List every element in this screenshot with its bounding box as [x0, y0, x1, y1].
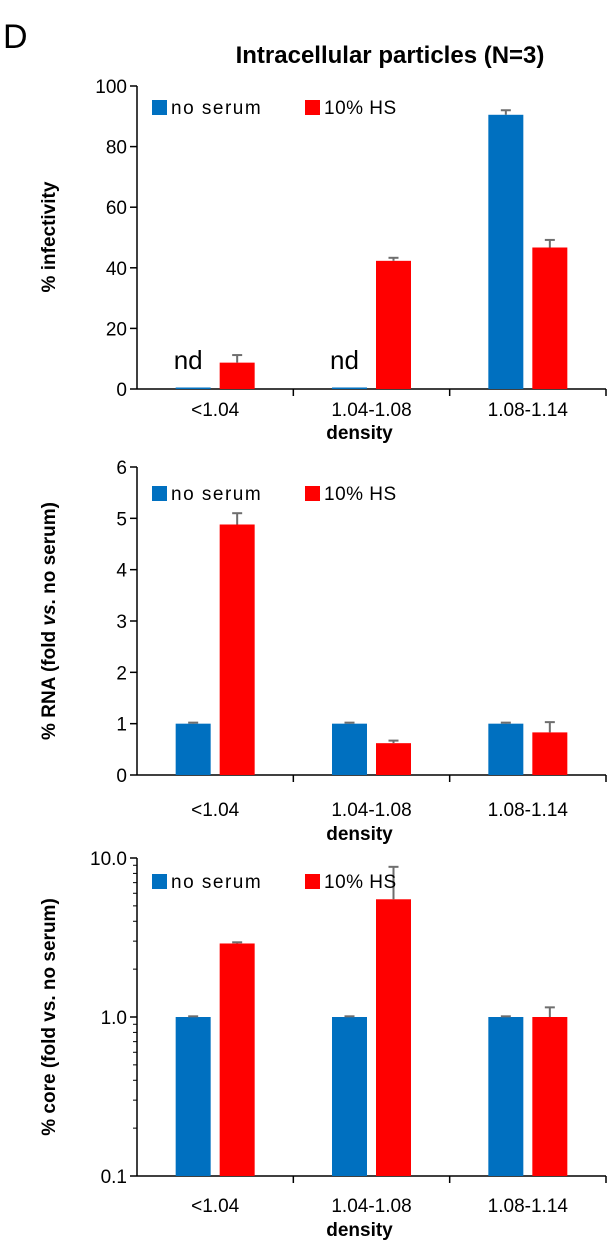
- bar-hs: [376, 899, 411, 1176]
- x-tick-label: <1.04: [191, 1196, 240, 1217]
- x-axis-title: density: [326, 824, 393, 845]
- y-tick-label: 100: [95, 77, 127, 98]
- bar-hs: [219, 362, 255, 389]
- y-axis-title: % RNA (fold vs. no serum): [39, 502, 60, 740]
- y-tick-label: 0: [116, 380, 127, 401]
- x-axis-title: density: [326, 1220, 393, 1241]
- bar-hs: [219, 524, 255, 775]
- bar-no-serum: [175, 387, 211, 389]
- bar-no-serum: [175, 1017, 211, 1176]
- legend-swatch-hs: [305, 100, 320, 115]
- y-tick-label: 1.0: [101, 1008, 127, 1029]
- chart-panel-2: 0 1 2 3 4 5 6 <1.04 1.04-1.08 1.08-1.14 no serum 10…: [39, 458, 607, 845]
- y-tick-label: 5: [116, 509, 127, 530]
- bar-no-serum: [488, 723, 524, 775]
- bar-hs: [532, 247, 568, 389]
- legend-swatch-hs: [305, 486, 320, 501]
- y-tick-label: 10.0: [90, 849, 127, 870]
- bar-no-serum: [332, 387, 367, 389]
- legend-label: 10% HS: [324, 872, 397, 893]
- x-tick-label: <1.04: [191, 400, 240, 421]
- x-tick-label: 1.08-1.14: [488, 400, 569, 421]
- x-axis-title: density: [326, 423, 393, 444]
- legend-swatch-hs: [305, 874, 320, 889]
- y-tick-label: 0.1: [101, 1167, 127, 1188]
- bar-hs: [532, 732, 568, 775]
- x-tick-label: 1.08-1.14: [488, 1196, 569, 1217]
- annotation-nd: nd: [174, 345, 203, 375]
- legend-label: no serum: [171, 98, 262, 119]
- bar-no-serum: [175, 723, 211, 775]
- y-tick-label: 4: [116, 561, 127, 582]
- x-tick-label: <1.04: [191, 800, 240, 821]
- x-tick-label: 1.04-1.08: [331, 400, 411, 421]
- bar-no-serum: [332, 723, 367, 775]
- bar-no-serum: [332, 1017, 367, 1176]
- annotation-nd: nd: [330, 345, 359, 375]
- legend-swatch-no-serum: [152, 100, 167, 115]
- x-tick-label: 1.04-1.08: [331, 1196, 411, 1217]
- y-tick-label: 1: [116, 715, 127, 736]
- legend-swatch-no-serum: [152, 486, 167, 501]
- y-tick-label: 60: [106, 198, 127, 219]
- x-tick-label: 1.08-1.14: [488, 800, 569, 821]
- bar-no-serum: [488, 114, 524, 389]
- bar-no-serum: [488, 1017, 524, 1176]
- y-tick-label: 2: [116, 663, 127, 684]
- bar-hs: [219, 943, 255, 1176]
- y-tick-label: 80: [106, 138, 127, 159]
- chart-panel-3: 0.1 1.0 10.0 <1.04 1.04-1.08 1.08-1.14 no seru…: [39, 849, 607, 1241]
- legend-label: 10% HS: [324, 484, 397, 505]
- panel-letter: D: [3, 18, 28, 56]
- bar-hs: [376, 260, 411, 389]
- legend-label: 10% HS: [324, 98, 397, 119]
- y-tick-label: 6: [116, 458, 127, 479]
- figure-title: Intracellular particles (N=3): [236, 42, 545, 69]
- y-axis-title: % core (fold vs. no serum): [39, 898, 60, 1136]
- y-tick-label: 3: [116, 612, 127, 633]
- y-tick-label: 20: [106, 319, 127, 340]
- bar-hs: [376, 743, 411, 775]
- x-tick-label: 1.04-1.08: [331, 800, 411, 821]
- y-axis-title: % infectivity: [39, 181, 60, 292]
- bar-hs: [532, 1017, 568, 1176]
- y-tick-label: 0: [116, 766, 127, 787]
- y-tick-label: 40: [106, 259, 127, 280]
- legend-label: no serum: [171, 872, 262, 893]
- chart-panel-1: 0 20 40 60 80 100 <1.04 1.04-1.08 1.08-1.14 nd nd n…: [39, 77, 607, 444]
- legend-label: no serum: [171, 484, 262, 505]
- legend-swatch-no-serum: [152, 874, 167, 889]
